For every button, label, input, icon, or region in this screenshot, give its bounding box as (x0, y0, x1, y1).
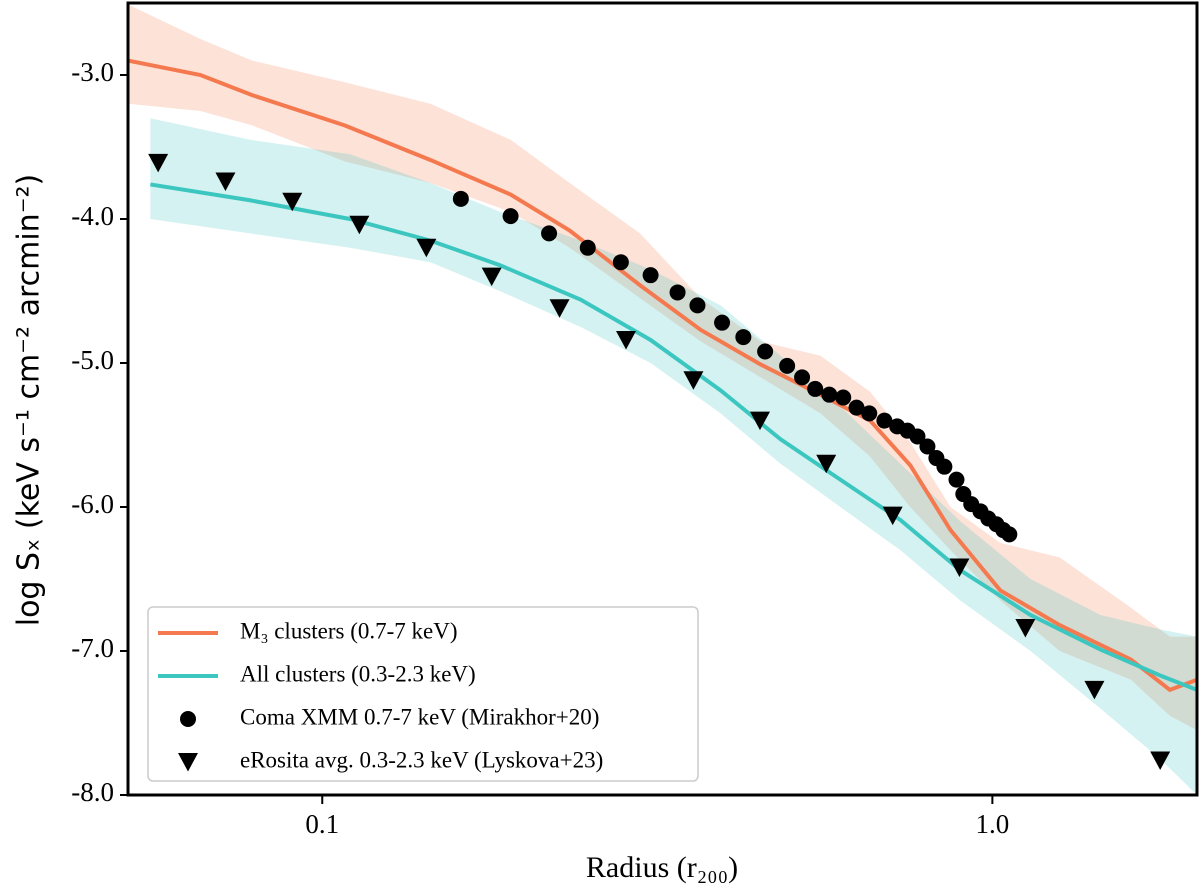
y-tick-label: -7.0 (71, 633, 114, 663)
legend-swatch (180, 711, 196, 727)
data-point (816, 454, 837, 474)
data-point (936, 458, 953, 475)
data-point (1001, 526, 1018, 543)
legend-label: Coma XMM 0.7-7 keV (Mirakhor+20) (240, 704, 599, 729)
data-point (642, 267, 659, 284)
data-point (876, 412, 893, 429)
legend-box (147, 606, 699, 782)
data-point (541, 225, 558, 242)
data-point (616, 330, 637, 350)
data-point (821, 386, 838, 403)
legend-label: eRosita avg. 0.3-2.3 keV (Lyskova+23) (240, 747, 603, 772)
y-tick-label: -5.0 (71, 345, 114, 375)
series-line (150, 182, 1197, 692)
legend: M₃ clusters (0.7-7 keV) All clusters (0.3… (147, 606, 699, 782)
data-point (848, 399, 865, 416)
data-point (683, 371, 704, 390)
data-point (714, 314, 731, 331)
data-point (349, 215, 370, 235)
plot-frame (126, 1, 1199, 797)
marks (128, 58, 1197, 770)
data-point (882, 506, 903, 526)
data-point (689, 297, 706, 314)
data-point (735, 329, 752, 346)
data-point (282, 192, 303, 212)
x-axis-label: Radius (r₂₀₀) (586, 851, 738, 884)
data-point (779, 357, 796, 374)
data-point (416, 238, 437, 258)
data-point (948, 471, 965, 488)
data-point (757, 343, 774, 360)
series-line (128, 58, 1197, 693)
data-point (1015, 618, 1036, 638)
legend-swatch (178, 753, 198, 772)
data-point (549, 299, 570, 318)
data-point (909, 428, 926, 445)
data-point (949, 558, 970, 577)
data-point (579, 239, 596, 256)
error-band (150, 118, 1197, 795)
data-point (148, 153, 169, 173)
data-point (835, 389, 852, 406)
legend-label: M₃ clusters (0.7-7 keV) (240, 618, 458, 643)
data-point (502, 208, 519, 225)
data-point (919, 438, 936, 455)
x-tick-label: 1.0 (976, 809, 1010, 839)
error-band (128, 4, 1197, 731)
bands (128, 4, 1197, 795)
data-point (215, 172, 236, 192)
data-point (794, 369, 811, 386)
data-point (861, 405, 878, 422)
data-point (1150, 751, 1171, 770)
data-point (749, 411, 770, 431)
data-point (1084, 680, 1105, 700)
y-tick-label: -8.0 (71, 777, 114, 807)
data-point (807, 380, 824, 397)
data-point (452, 190, 469, 207)
y-axis-label: log Sₓ (keV s⁻¹ cm⁻² arcmin⁻²) (12, 174, 47, 627)
data-point (481, 267, 502, 287)
x-tick-label: 0.1 (305, 809, 339, 839)
legend-label: All clusters (0.3-2.3 keV) (240, 661, 476, 686)
data-point (612, 254, 629, 271)
data-point (669, 284, 686, 301)
y-tick-label: -4.0 (71, 201, 114, 231)
y-tick-label: -6.0 (71, 489, 114, 519)
y-tick-label: -3.0 (71, 57, 114, 87)
